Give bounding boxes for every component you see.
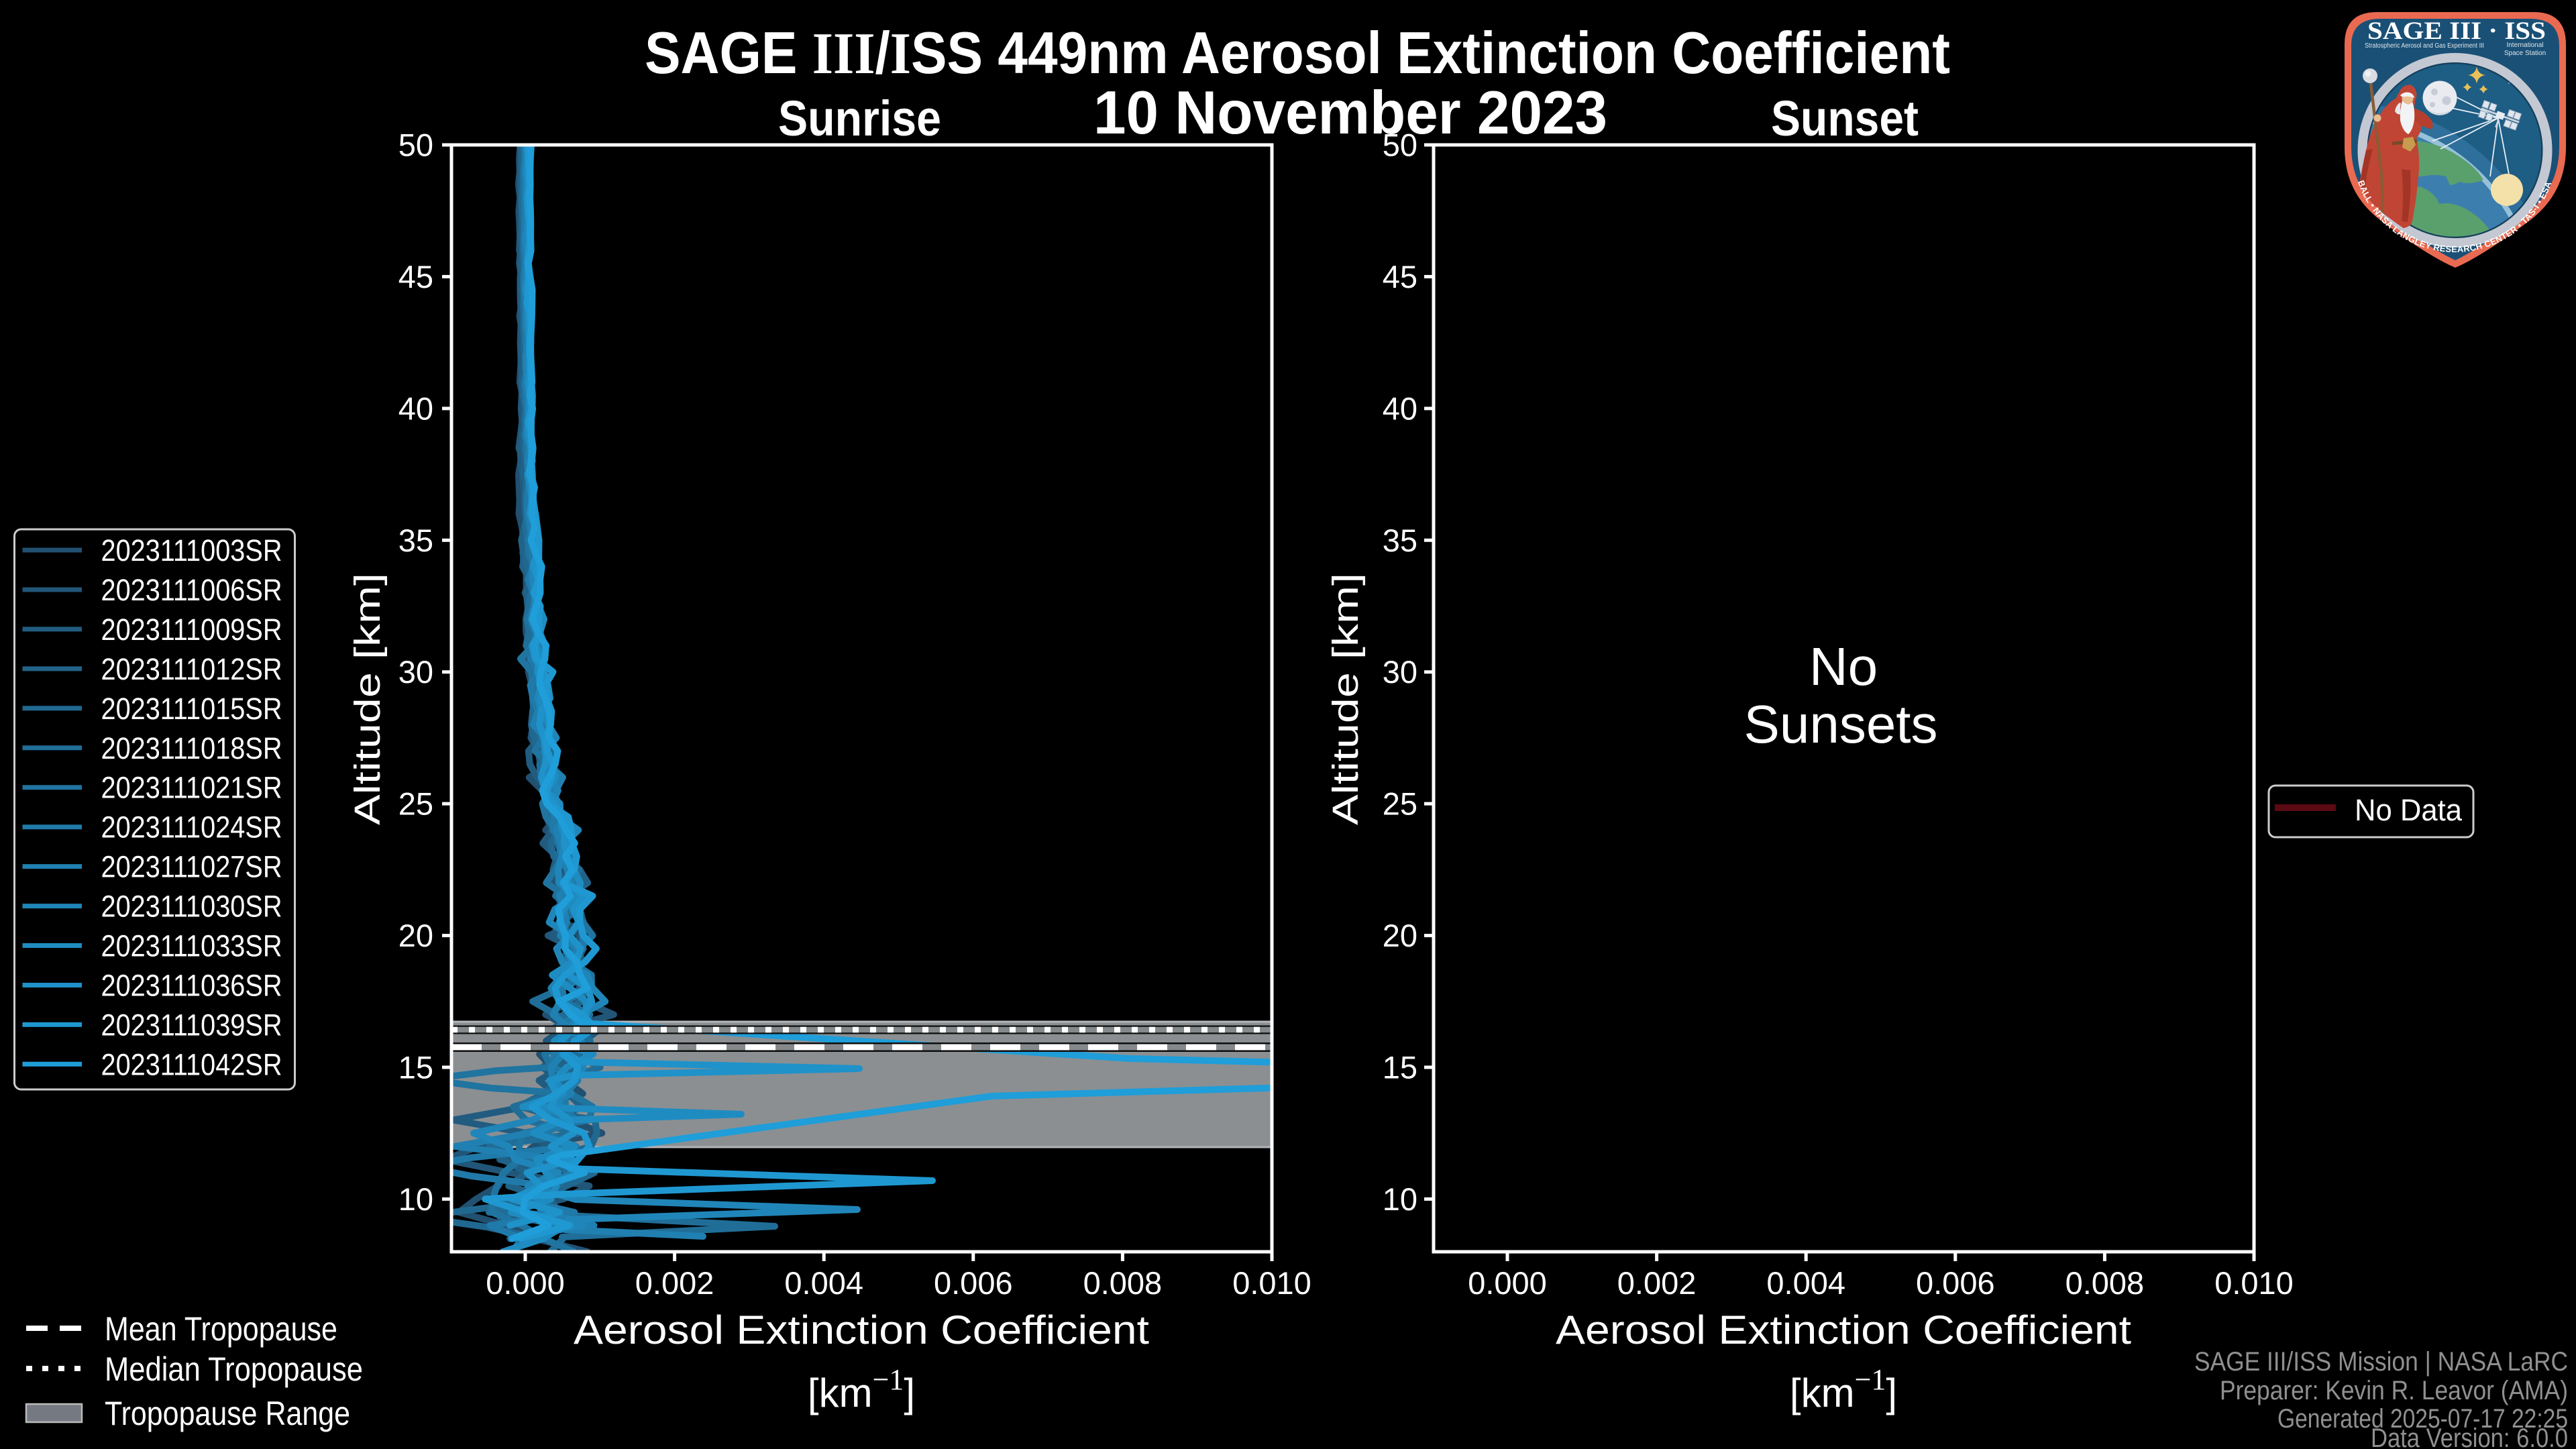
svg-text:Altitude [km]: Altitude [km] [1326, 573, 1366, 825]
svg-text:0.002: 0.002 [635, 1265, 714, 1301]
svg-text:Tropopause Range: Tropopause Range [105, 1395, 350, 1432]
svg-text:[km−1]: [km−1] [808, 1363, 915, 1415]
svg-text:0.008: 0.008 [1083, 1265, 1163, 1301]
svg-text:15: 15 [398, 1050, 433, 1085]
svg-text:45: 45 [398, 259, 433, 294]
svg-text:Aerosol Extinction Coefficient: Aerosol Extinction Coefficient [574, 1307, 1149, 1352]
svg-text:Space Station: Space Station [2504, 50, 2546, 57]
svg-text:25: 25 [398, 786, 433, 822]
svg-text:SAGE III/ISS 449nm Aerosol Ext: SAGE III/ISS 449nm Aerosol Extinction Co… [645, 19, 1950, 87]
svg-text:No Data: No Data [2355, 793, 2463, 827]
svg-text:2023111009SR: 2023111009SR [101, 612, 282, 647]
svg-text:2023111030SR: 2023111030SR [101, 890, 282, 924]
svg-text:Mean Tropopause: Mean Tropopause [105, 1310, 337, 1348]
svg-text:20: 20 [398, 918, 433, 953]
svg-text:0.004: 0.004 [784, 1265, 863, 1301]
svg-text:2023111024SR: 2023111024SR [101, 810, 282, 845]
svg-text:2023111003SR: 2023111003SR [101, 533, 282, 568]
svg-text:0.006: 0.006 [1916, 1265, 1995, 1301]
svg-text:0.000: 0.000 [1468, 1265, 1547, 1301]
svg-text:0.006: 0.006 [934, 1265, 1013, 1301]
svg-text:0.002: 0.002 [1617, 1265, 1697, 1301]
svg-text:20: 20 [1383, 918, 1417, 953]
svg-text:Median Tropopause: Median Tropopause [105, 1350, 363, 1388]
svg-text:SAGE III · ISS: SAGE III · ISS [2367, 17, 2546, 45]
svg-text:Aerosol Extinction Coefficient: Aerosol Extinction Coefficient [1556, 1307, 2131, 1352]
svg-text:10: 10 [398, 1181, 433, 1217]
svg-text:2023111039SR: 2023111039SR [101, 1008, 282, 1042]
svg-text:2023111012SR: 2023111012SR [101, 652, 282, 686]
svg-text:35: 35 [398, 523, 433, 558]
svg-text:0.004: 0.004 [1766, 1265, 1845, 1301]
svg-text:2023111042SR: 2023111042SR [101, 1047, 282, 1081]
svg-text:2023111021SR: 2023111021SR [101, 771, 282, 805]
svg-text:30: 30 [1383, 654, 1417, 690]
svg-text:10 November 2023: 10 November 2023 [1093, 79, 1607, 147]
svg-text:2023111018SR: 2023111018SR [101, 731, 282, 765]
svg-text:International: International [2506, 42, 2543, 49]
svg-text:40: 40 [398, 390, 433, 426]
svg-text:40: 40 [1383, 390, 1417, 426]
svg-text:10: 10 [1383, 1181, 1417, 1217]
svg-text:50: 50 [1383, 127, 1417, 163]
svg-text:50: 50 [398, 127, 433, 163]
svg-text:2023111015SR: 2023111015SR [101, 692, 282, 726]
svg-text:2023111036SR: 2023111036SR [101, 969, 282, 1003]
svg-text:Data Version: 6.0.0: Data Version: 6.0.0 [2371, 1424, 2568, 1449]
svg-text:30: 30 [398, 654, 433, 690]
svg-text:Stratospheric Aerosol and Gas: Stratospheric Aerosol and Gas Experiment… [2365, 42, 2484, 50]
svg-text:SAGE III/ISS Mission | NASA La: SAGE III/ISS Mission | NASA LaRC [2194, 1347, 2568, 1377]
svg-text:0.000: 0.000 [486, 1265, 565, 1301]
svg-text:[km−1]: [km−1] [1790, 1363, 1897, 1415]
svg-text:Sunrise: Sunrise [778, 91, 941, 146]
svg-text:0.010: 0.010 [1232, 1265, 1311, 1301]
svg-text:2023111006SR: 2023111006SR [101, 573, 282, 607]
svg-text:Sunsets: Sunsets [1743, 694, 1937, 754]
svg-text:Sunset: Sunset [1771, 91, 1919, 146]
svg-text:Altitude [km]: Altitude [km] [347, 573, 388, 825]
svg-text:2023111033SR: 2023111033SR [101, 929, 282, 963]
svg-text:Generated 2025-07-17 22:25: Generated 2025-07-17 22:25 [2277, 1404, 2568, 1434]
svg-text:0.010: 0.010 [2214, 1265, 2294, 1301]
svg-text:35: 35 [1383, 523, 1417, 558]
svg-text:25: 25 [1383, 786, 1417, 822]
svg-text:2023111027SR: 2023111027SR [101, 850, 282, 884]
svg-text:No: No [1809, 637, 1878, 696]
svg-text:0.008: 0.008 [2065, 1265, 2145, 1301]
svg-text:Preparer: Kevin R. Leavor (AMA: Preparer: Kevin R. Leavor (AMA) [2220, 1376, 2568, 1405]
svg-text:45: 45 [1383, 259, 1417, 294]
svg-text:15: 15 [1383, 1050, 1417, 1085]
